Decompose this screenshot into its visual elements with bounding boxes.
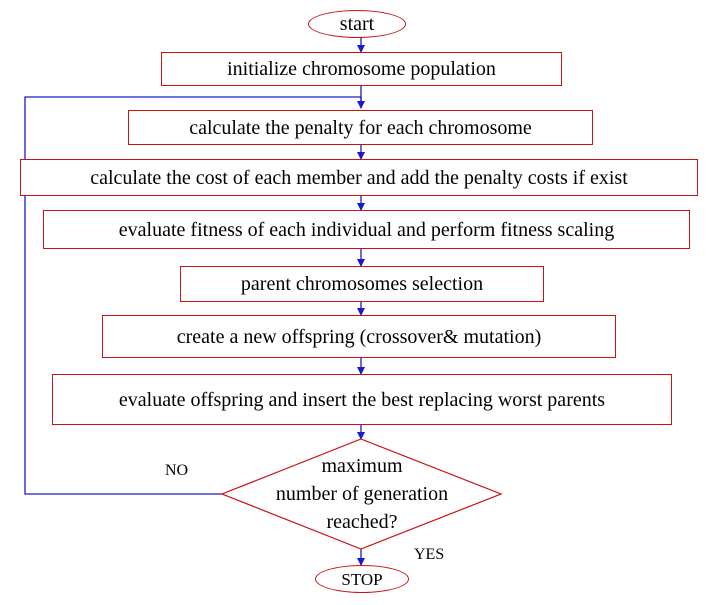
decision-diamond [220,438,503,550]
step-penalty: calculate the penalty for each chromosom… [128,110,593,145]
step-cost: calculate the cost of each member and ad… [20,159,698,196]
decision-line-2: number of generation [275,483,449,505]
decision-line-3: reached? [326,511,398,533]
arrow-no-loop [24,96,361,495]
step-offspring: create a new offspring (crossover& mutat… [102,315,616,358]
decision-line-1: maximum [321,455,403,477]
step-selection: parent chromosomes selection [180,266,544,302]
step-evaluate-offspring: evaluate offspring and insert the best r… [52,374,672,425]
start-node: start [308,10,406,38]
stop-node: STOP [315,565,409,593]
step-fitness: evaluate fitness of each individual and … [43,210,690,249]
yes-label: YES [414,546,445,563]
no-label: NO [165,462,189,479]
decision-label: maximum number of generation reached? [222,452,502,536]
step-initialize: initialize chromosome population [161,52,562,86]
